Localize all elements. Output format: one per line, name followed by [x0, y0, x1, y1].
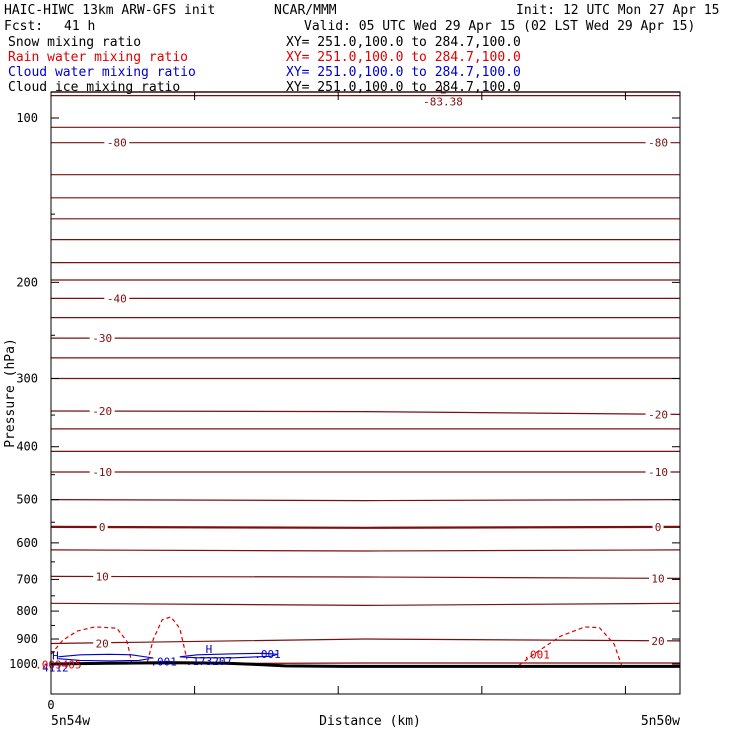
- rain-contour: [50, 626, 133, 662]
- rain-contour: [518, 626, 623, 666]
- isotherm-label: -30: [92, 332, 112, 345]
- isotherm-label-bg: [652, 520, 664, 533]
- y-tick-label: 800: [16, 604, 38, 618]
- rain-contour: [146, 616, 188, 662]
- field-label-cloud-water: Cloud water mixing ratio: [8, 65, 196, 80]
- isotherm-label-bg: [649, 572, 668, 585]
- fcst-label: Fcst:: [4, 19, 43, 34]
- x-end-label-left: 5n54w: [51, 714, 90, 729]
- isotherm-line: [50, 525, 681, 529]
- y-tick-label: 300: [16, 372, 38, 386]
- isotherm-label: 20: [651, 635, 664, 648]
- isotherm-label-bg: [104, 292, 130, 305]
- y-tick-label: 400: [16, 440, 38, 454]
- extremum-value: 4112: [42, 662, 69, 675]
- x-tick-label: 0: [47, 698, 54, 712]
- field-xy-cloud-ice: XY= 251.0,100.0 to 284.7,100.0: [286, 80, 521, 95]
- field-label-cloud-ice: Cloud ice mixing ratio: [8, 80, 180, 95]
- extremum-value: .173207: [186, 655, 232, 668]
- isotherm-label: -10: [648, 466, 668, 479]
- cloud-water-contour: [58, 653, 154, 662]
- x-axis: 0: [47, 92, 626, 712]
- y-tick-label: 100: [16, 111, 38, 125]
- init-time: Init: 12 UTC Mon 27 Apr 15: [516, 3, 720, 18]
- terrain-layer: [50, 661, 680, 668]
- isotherm-line: [50, 410, 681, 415]
- isotherm-label: -80: [107, 137, 127, 150]
- rain-contour-layer: [50, 616, 623, 666]
- isotherm-label: -80: [648, 137, 668, 150]
- y-tick-label: 200: [16, 275, 38, 289]
- contour-label-layer: -80 -80 -40 -30 -20 -20 -10 -10 0 0 10 10 20 20 L-83.3…: [35, 84, 671, 675]
- isotherm-label: 20: [96, 637, 109, 650]
- isotherm-label: -10: [92, 466, 112, 479]
- y-tick-label: 700: [16, 572, 38, 586]
- isotherm-label: 0: [99, 521, 106, 534]
- valid-time: Valid: 05 UTC Wed 29 Apr 15 (02 LST Wed …: [304, 19, 695, 34]
- isotherm-line: [50, 638, 681, 645]
- isotherm-line: [50, 602, 681, 607]
- isotherm-line: [50, 575, 681, 579]
- x-end-label-right: 5n50w: [641, 714, 680, 729]
- isotherm-label: 0: [655, 521, 662, 534]
- isotherm-label-bg: [645, 466, 671, 479]
- cloud-water-contour-layer: [58, 652, 278, 662]
- isotherm-label-bg: [96, 520, 108, 533]
- y-tick-label: 600: [16, 536, 38, 550]
- isotherm-label-bg: [93, 637, 112, 650]
- contour-label: .001: [150, 655, 177, 668]
- terrain-line: [50, 661, 680, 668]
- field-label-rain: Rain water mixing ratio: [8, 50, 188, 65]
- isotherm-label-bg: [93, 570, 112, 583]
- isotherm-label: 10: [96, 570, 109, 583]
- extremum-value: -83.38: [423, 96, 463, 109]
- isotherm-label: -20: [92, 405, 112, 418]
- isotherm-label: -40: [107, 292, 127, 305]
- field-xy-rain: XY= 251.0,100.0 to 284.7,100.0: [286, 50, 521, 65]
- plot-frame: [50, 91, 681, 695]
- isotherm-label-bg: [645, 136, 671, 149]
- y-tick-label: 1000: [9, 657, 38, 671]
- fcst-value: 41 h: [64, 19, 95, 34]
- extremum-marker: H: [52, 650, 59, 663]
- extremum-marker: H: [206, 643, 213, 656]
- isotherm-label-bg: [104, 136, 130, 149]
- contour-label: .009405: [35, 658, 81, 671]
- isotherm-label-bg: [89, 332, 115, 345]
- isotherm-line: [50, 499, 681, 502]
- isotherm-label: 10: [651, 572, 664, 585]
- contour-label: .001: [523, 648, 550, 661]
- isotherm-layer: [50, 91, 681, 665]
- org-label: NCAR/MMM: [274, 3, 337, 18]
- y-tick-label: 500: [16, 493, 38, 507]
- isotherm-line: [50, 549, 681, 552]
- cloud-water-contour: [179, 652, 278, 659]
- extremum-marker: L: [440, 84, 447, 97]
- isotherm-label: -20: [648, 408, 668, 421]
- isotherm-label-bg: [89, 404, 115, 417]
- y-axis-label: Pressure (hPa): [3, 338, 18, 448]
- isotherm-label-bg: [649, 634, 668, 647]
- y-tick-label: 900: [16, 632, 38, 646]
- x-axis-label: Distance (km): [319, 714, 421, 729]
- field-xy-cloud-water: XY= 251.0,100.0 to 284.7,100.0: [286, 65, 521, 80]
- contour-label: .001: [254, 648, 281, 661]
- field-xy-snow: XY= 251.0,100.0 to 284.7,100.0: [286, 35, 521, 50]
- isotherm-label-bg: [89, 466, 115, 479]
- isotherm-label-bg: [645, 408, 671, 421]
- model-title: HAIC-HIWC 13km ARW-GFS init: [4, 3, 215, 18]
- field-label-snow: Snow mixing ratio: [8, 35, 141, 50]
